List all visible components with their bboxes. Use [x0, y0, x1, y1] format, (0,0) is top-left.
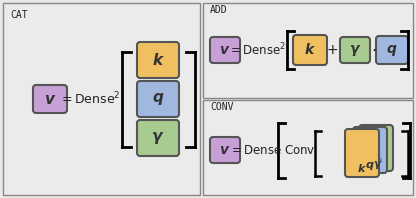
- FancyBboxPatch shape: [210, 137, 240, 163]
- Text: $\boldsymbol{v}$: $\boldsymbol{v}$: [44, 91, 56, 107]
- Text: CAT: CAT: [10, 10, 27, 20]
- Text: $\boldsymbol{k}$: $\boldsymbol{k}$: [357, 162, 367, 174]
- Text: CONV: CONV: [210, 102, 233, 112]
- FancyBboxPatch shape: [376, 36, 408, 64]
- Text: $\boldsymbol{q}$: $\boldsymbol{q}$: [386, 43, 398, 57]
- Text: $= \mathrm{Dense}^2$: $= \mathrm{Dense}^2$: [59, 91, 121, 107]
- Text: $\mathrm{Conv}$: $\mathrm{Conv}$: [284, 144, 316, 156]
- FancyBboxPatch shape: [33, 85, 67, 113]
- Text: $\boldsymbol{\gamma}$: $\boldsymbol{\gamma}$: [151, 130, 165, 146]
- Text: $\boldsymbol{q}$: $\boldsymbol{q}$: [152, 91, 164, 107]
- FancyBboxPatch shape: [293, 35, 327, 65]
- FancyBboxPatch shape: [137, 42, 179, 78]
- FancyBboxPatch shape: [210, 37, 240, 63]
- Text: $\boldsymbol{k}$: $\boldsymbol{k}$: [304, 43, 316, 57]
- FancyBboxPatch shape: [137, 120, 179, 156]
- FancyBboxPatch shape: [3, 3, 200, 195]
- Text: $+$: $+$: [326, 43, 338, 57]
- Text: $\boldsymbol{v}$: $\boldsymbol{v}$: [219, 143, 231, 157]
- Text: $\boldsymbol{k}$: $\boldsymbol{k}$: [151, 52, 164, 68]
- Text: $= \mathrm{Dense}$: $= \mathrm{Dense}$: [228, 144, 282, 156]
- FancyBboxPatch shape: [353, 127, 387, 173]
- Text: $\boldsymbol{q}$: $\boldsymbol{q}$: [365, 160, 375, 172]
- Text: $\boldsymbol{\gamma}$: $\boldsymbol{\gamma}$: [349, 43, 361, 57]
- Text: $\boldsymbol{v}$: $\boldsymbol{v}$: [219, 43, 231, 57]
- Text: $\boldsymbol{\gamma}^{\mathrm{I}}$: $\boldsymbol{\gamma}^{\mathrm{I}}$: [373, 156, 383, 172]
- FancyBboxPatch shape: [137, 81, 179, 117]
- FancyBboxPatch shape: [203, 3, 413, 98]
- Text: $\cdot$: $\cdot$: [371, 41, 377, 59]
- FancyBboxPatch shape: [340, 37, 370, 63]
- FancyBboxPatch shape: [345, 129, 379, 177]
- Text: $= \mathrm{Dense}^2$: $= \mathrm{Dense}^2$: [228, 42, 286, 58]
- FancyBboxPatch shape: [359, 125, 393, 171]
- Text: ADD: ADD: [210, 5, 228, 15]
- FancyBboxPatch shape: [203, 100, 413, 195]
